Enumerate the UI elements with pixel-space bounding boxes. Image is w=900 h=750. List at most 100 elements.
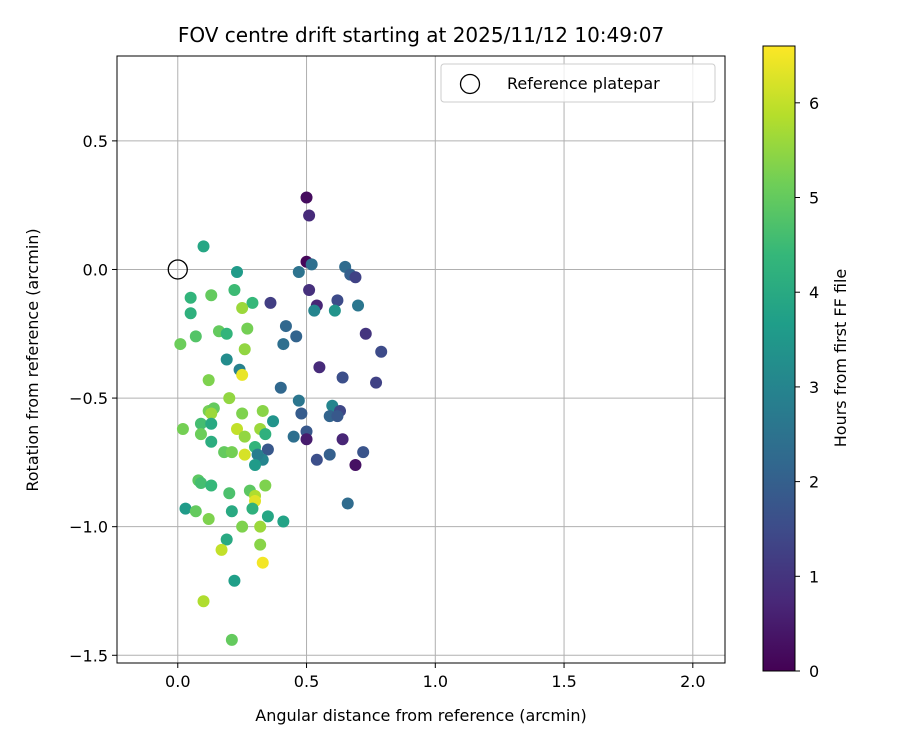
legend: Reference platepar	[440, 63, 716, 103]
x-axis-label: Angular distance from reference (arcmin)	[255, 706, 586, 725]
colorbar-tick-label: 0	[809, 662, 819, 681]
data-point	[292, 394, 305, 407]
data-point	[231, 266, 244, 279]
data-points	[174, 191, 388, 646]
legend-marker-open-circle	[459, 73, 481, 95]
data-point	[236, 520, 249, 533]
data-point	[223, 392, 236, 405]
data-point	[287, 430, 300, 443]
chart-title: FOV centre drift starting at 2025/11/12 …	[178, 23, 664, 47]
data-point	[220, 327, 233, 340]
y-axis-label: Rotation from reference (arcmin)	[23, 228, 42, 491]
data-point	[236, 302, 249, 315]
colorbar-ticks: 0 1 2 3 4 5 6	[795, 94, 819, 681]
data-point	[323, 448, 336, 461]
colorbar-label: Hours from first FF file	[831, 269, 850, 448]
x-tick-label: 2.0	[680, 672, 705, 691]
data-point	[259, 428, 272, 441]
data-point	[202, 374, 215, 387]
data-point	[249, 458, 262, 471]
legend-entry-reference-platepar: Reference platepar	[507, 74, 660, 93]
data-point	[238, 448, 251, 461]
data-point	[261, 443, 274, 456]
data-point	[303, 284, 316, 297]
data-point	[236, 407, 249, 420]
data-point	[303, 209, 316, 222]
data-point	[205, 407, 218, 420]
data-point	[300, 433, 313, 446]
colorbar-tick-label: 2	[809, 473, 819, 492]
data-point	[236, 368, 249, 381]
x-tick-label: 1.5	[551, 672, 576, 691]
data-point	[189, 330, 202, 343]
data-point	[277, 338, 290, 351]
data-point	[292, 266, 305, 279]
data-point	[313, 361, 326, 374]
data-point	[223, 487, 236, 500]
y-tick-label: 0.5	[83, 132, 108, 151]
grid	[117, 56, 725, 663]
data-point	[308, 304, 321, 317]
data-point	[202, 512, 215, 525]
data-point	[184, 307, 197, 320]
data-point	[220, 353, 233, 366]
data-point	[254, 520, 267, 533]
data-point	[352, 299, 365, 312]
data-point	[197, 595, 210, 608]
legend-box	[440, 63, 716, 103]
data-point	[246, 296, 259, 309]
data-point	[331, 294, 344, 307]
data-point	[176, 422, 189, 435]
data-point	[228, 284, 241, 297]
data-point	[375, 345, 388, 358]
colorbar-gradient	[762, 45, 796, 672]
data-point	[251, 448, 264, 461]
y-tick-label: −1.0	[69, 518, 108, 537]
data-point	[341, 497, 354, 510]
data-point	[290, 330, 303, 343]
data-point	[357, 446, 370, 459]
data-point	[349, 458, 362, 471]
data-point	[310, 453, 323, 466]
colorbar-tick-label: 1	[809, 567, 819, 586]
data-point	[331, 410, 344, 423]
data-point	[238, 430, 251, 443]
colorbar-tick-label: 6	[809, 94, 819, 113]
data-point	[225, 633, 238, 646]
data-point	[179, 502, 192, 515]
reference-platepar-marker	[167, 259, 188, 280]
data-point	[194, 417, 207, 430]
data-point	[184, 291, 197, 304]
data-point	[256, 404, 269, 417]
data-point	[215, 543, 228, 556]
data-point	[267, 415, 280, 428]
data-point	[205, 479, 218, 492]
x-axis: 0.0 0.5 1.0 1.5 2.0	[165, 663, 706, 691]
colorbar-tick-label: 5	[809, 189, 819, 208]
data-point	[231, 422, 244, 435]
data-point	[305, 258, 318, 271]
data-point	[328, 304, 341, 317]
data-point	[295, 407, 308, 420]
data-point	[225, 446, 238, 459]
data-point	[220, 533, 233, 546]
data-point	[336, 433, 349, 446]
data-point	[349, 271, 362, 284]
data-point	[370, 376, 383, 389]
y-tick-label: −0.5	[69, 389, 108, 408]
data-point	[189, 505, 202, 518]
x-tick-label: 1.0	[423, 672, 448, 691]
y-tick-label: 0.0	[83, 260, 108, 279]
data-point	[256, 556, 269, 569]
data-point	[274, 381, 287, 394]
data-point	[205, 435, 218, 448]
data-point	[197, 240, 210, 253]
colorbar: 0 1 2 3 4 5 6 Hours from first FF file	[762, 45, 850, 681]
data-point	[194, 428, 207, 441]
x-tick-label: 0.5	[294, 672, 319, 691]
data-point	[205, 289, 218, 302]
data-point	[279, 320, 292, 333]
data-point	[264, 296, 277, 309]
